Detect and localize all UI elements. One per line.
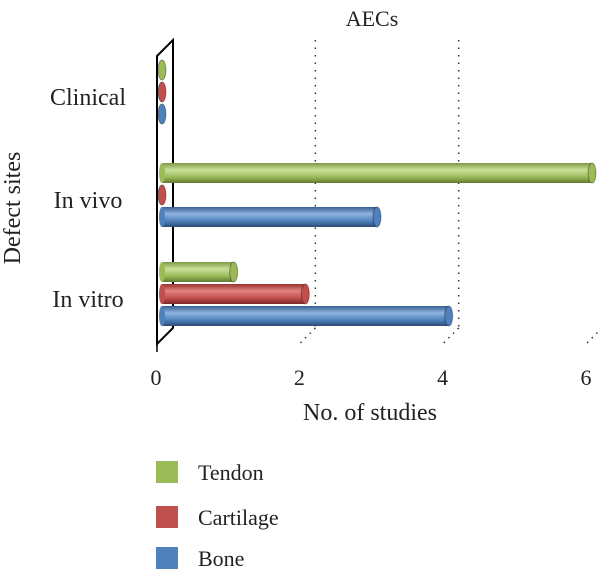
legend: Tendon Cartilage Bone bbox=[156, 460, 279, 571]
grid-line bbox=[585, 328, 600, 345]
x-tick-label: 0 bbox=[151, 365, 162, 390]
grid-lines bbox=[298, 40, 600, 345]
bar bbox=[159, 261, 239, 283]
legend-swatch bbox=[156, 461, 178, 483]
x-tick-label: 2 bbox=[294, 365, 305, 390]
legend-label: Cartilage bbox=[198, 505, 279, 530]
grid-line bbox=[298, 327, 316, 345]
chart-title: AECs bbox=[346, 6, 399, 31]
legend-label: Tendon bbox=[198, 460, 264, 485]
bar bbox=[159, 305, 454, 327]
y-axis-label: Defect sites bbox=[0, 152, 26, 265]
bar bbox=[159, 206, 382, 228]
category-label: Clinical bbox=[50, 85, 126, 111]
grid-line bbox=[442, 327, 460, 345]
legend-swatch bbox=[156, 547, 178, 569]
category-label: In vitro bbox=[52, 287, 123, 313]
bars bbox=[157, 59, 597, 327]
x-axis-label: No. of studies bbox=[303, 400, 437, 426]
x-tick-label: 4 bbox=[437, 365, 448, 390]
bar bbox=[159, 162, 597, 184]
category-label: In vivo bbox=[54, 188, 123, 214]
plot-wall bbox=[156, 37, 174, 347]
x-tick-label: 6 bbox=[581, 365, 592, 390]
bar bbox=[157, 103, 167, 125]
x-tick-labels: 0 2 4 6 bbox=[151, 365, 592, 390]
legend-swatch bbox=[156, 506, 178, 528]
bar bbox=[157, 184, 167, 206]
bar bbox=[157, 81, 167, 103]
bar bbox=[157, 59, 167, 81]
bar bbox=[159, 283, 310, 305]
legend-label: Bone bbox=[198, 546, 244, 571]
category-labels: Clinical In vivo In vitro bbox=[50, 85, 126, 313]
